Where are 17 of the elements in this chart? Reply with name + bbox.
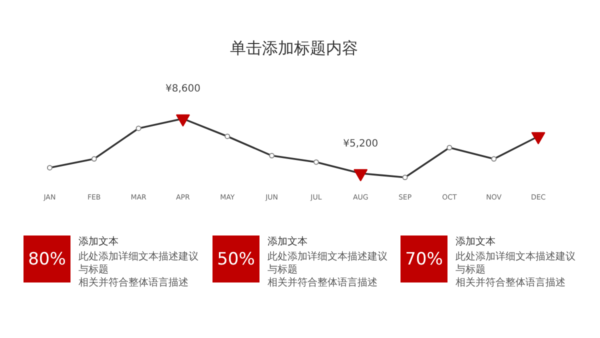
text: 此处添加详细文本描述建议与标题 — [78, 250, 198, 276]
text: 相关并符合整体语言描述 — [268, 276, 378, 288]
point — [531, 132, 546, 144]
text: 相关并符合整体语言描述 — [456, 276, 566, 288]
text: 此处添加详细文本描述建议与标题 — [456, 250, 576, 276]
text: 添加文本 — [78, 236, 118, 248]
text: 50% — [217, 250, 255, 270]
text: 70% — [405, 250, 443, 270]
text: 添加文本 — [268, 236, 308, 248]
text: 添加文本 — [456, 236, 496, 248]
data-label: ¥5,200 — [343, 138, 378, 150]
text: 此处添加详细文本描述建议与标题 — [268, 250, 388, 276]
point — [176, 114, 190, 127]
data-label: ¥8,600 — [165, 84, 200, 95]
text: 80% — [28, 250, 66, 270]
text: 相关并符合整体语言描述 — [78, 276, 188, 288]
chart-title: 单击添加标题内容 — [230, 38, 358, 58]
